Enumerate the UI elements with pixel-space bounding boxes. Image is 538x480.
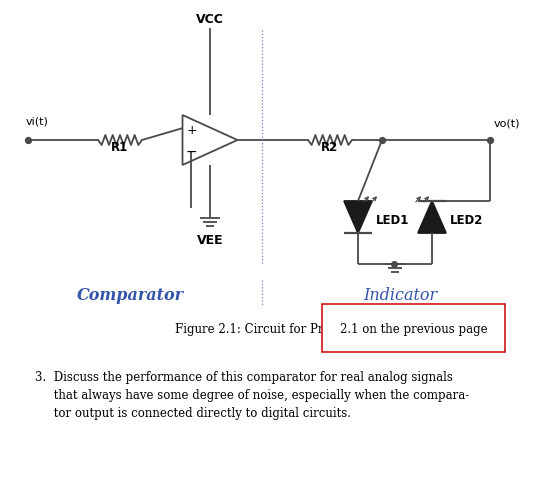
Text: VEE: VEE bbox=[197, 233, 223, 247]
Point bbox=[390, 261, 398, 268]
Text: LED1: LED1 bbox=[376, 213, 409, 226]
Text: LED2: LED2 bbox=[450, 213, 483, 226]
Text: +: + bbox=[186, 123, 197, 136]
Text: tor output is connected directly to digital circuits.: tor output is connected directly to digi… bbox=[35, 406, 351, 419]
Text: 3.  Discuss the performance of this comparator for real analog signals: 3. Discuss the performance of this compa… bbox=[35, 370, 453, 383]
Text: −: − bbox=[186, 144, 197, 159]
Text: that always have some degree of noise, especially when the compara-: that always have some degree of noise, e… bbox=[35, 388, 469, 401]
Polygon shape bbox=[344, 202, 372, 233]
Point bbox=[378, 137, 386, 144]
Text: R2: R2 bbox=[321, 141, 338, 154]
Polygon shape bbox=[418, 202, 446, 233]
Text: vo(t): vo(t) bbox=[494, 119, 520, 129]
Text: VCC: VCC bbox=[196, 13, 224, 26]
Text: 2.1 on the previous page: 2.1 on the previous page bbox=[340, 322, 487, 335]
Point bbox=[486, 137, 494, 144]
Text: Figure 2.1: Circuit for Problem: Figure 2.1: Circuit for Problem bbox=[175, 322, 364, 335]
Text: vi(t): vi(t) bbox=[26, 117, 49, 127]
Text: R1: R1 bbox=[111, 141, 129, 154]
Point bbox=[24, 137, 32, 144]
Text: Comparator: Comparator bbox=[76, 287, 183, 304]
Text: Indicator: Indicator bbox=[363, 287, 437, 304]
